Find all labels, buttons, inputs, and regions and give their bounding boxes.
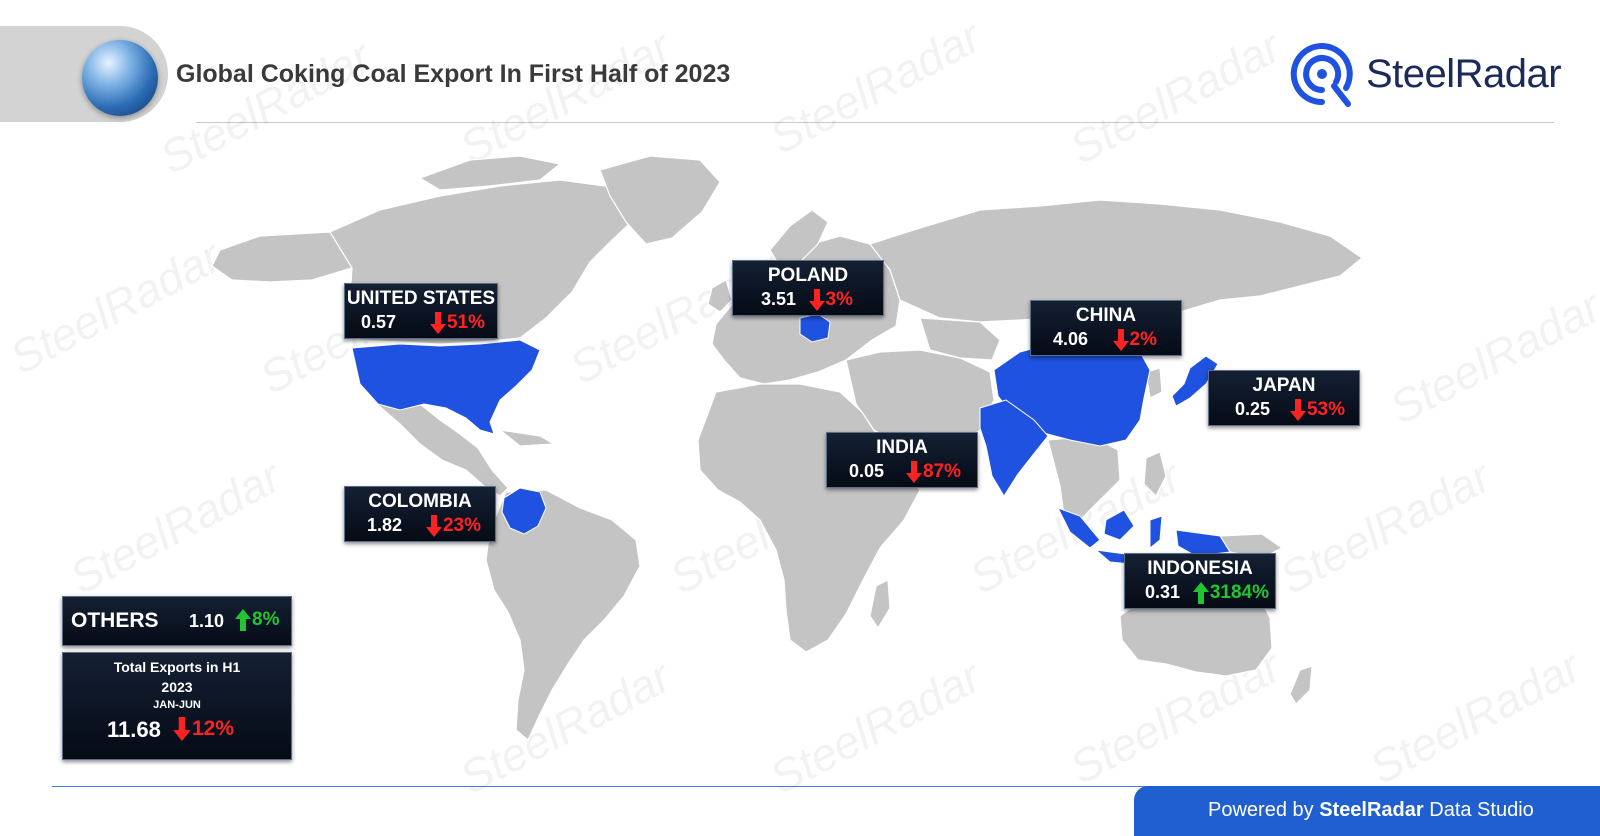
land-madagascar — [869, 579, 891, 630]
land-arctic-islands — [418, 155, 562, 191]
arrow-down-icon — [173, 717, 191, 742]
brand-name: SteelRadar — [1366, 52, 1562, 96]
total-label: Total Exports in H1 — [113, 659, 241, 675]
footer-suffix: Data Studio — [1429, 799, 1534, 821]
total-exports-card: Total Exports in H1 2023 JAN-JUN 11.68 1… — [62, 652, 292, 760]
country-name: CHINA — [1075, 305, 1137, 326]
globe-icon — [82, 40, 158, 116]
total-year: 2023 — [161, 679, 193, 695]
country-indonesia-sulawesi — [1149, 515, 1163, 550]
arrow-down-icon — [808, 288, 825, 311]
change-percent: 12% — [192, 717, 235, 740]
arrow-down-icon — [1289, 398, 1306, 421]
country-name: POLAND — [767, 265, 849, 286]
land-southeast-asia — [1047, 435, 1121, 521]
country-colombia — [501, 487, 547, 535]
country-value: 0.25 — [1235, 399, 1271, 419]
arrow-down-icon — [425, 514, 442, 537]
header-divider — [196, 122, 1554, 123]
footer-credit: Powered by SteelRadar Data Studio — [1208, 799, 1534, 822]
country-value: 0.31 — [1145, 582, 1181, 602]
land-new-zealand — [1289, 665, 1313, 705]
steelradar-logo-icon — [1290, 43, 1353, 107]
others-card: OTHERS 1.10 8% — [62, 596, 292, 646]
change-percent: 87% — [922, 461, 961, 482]
country-united-states — [351, 339, 541, 435]
country-value: 4.06 — [1053, 329, 1089, 349]
land-central-asia — [919, 317, 1001, 361]
country-india — [979, 399, 1049, 497]
land-mexico — [370, 399, 509, 497]
country-value: 1.82 — [367, 515, 403, 535]
country-card-japan: JAPAN 0.25 53% — [1208, 370, 1360, 426]
land-philippines — [1143, 451, 1167, 498]
page-title: Global Coking Coal Export In First Half … — [176, 60, 731, 88]
land-alaska — [211, 231, 361, 283]
others-value: 1.10 — [189, 611, 225, 631]
total-period: JAN-JUN — [153, 699, 201, 711]
change-percent: 3% — [825, 289, 853, 310]
footer-brand: SteelRadar — [1319, 799, 1424, 821]
land-uk — [707, 279, 733, 313]
country-card-indonesia: INDONESIA 0.31 3184% — [1124, 553, 1276, 609]
country-name: INDONESIA — [1147, 558, 1253, 579]
change-percent: 51% — [446, 312, 485, 333]
country-card-poland: POLAND 3.51 3% — [732, 260, 884, 316]
footer-band — [1134, 786, 1600, 836]
others-label: OTHERS — [71, 609, 159, 632]
change-percent: 23% — [442, 515, 481, 536]
country-name: UNITED STATES — [346, 288, 496, 309]
country-indonesia — [1056, 507, 1101, 549]
arrow-down-icon — [1112, 328, 1129, 351]
country-value: 3.51 — [761, 289, 797, 309]
arrow-down-icon — [905, 460, 922, 483]
change-percent: 3184% — [1209, 582, 1269, 603]
land-south-america — [485, 489, 641, 741]
country-card-china: CHINA 4.06 2% — [1030, 300, 1182, 356]
country-value: 0.57 — [361, 312, 397, 332]
total-value: 11.68 — [107, 717, 161, 742]
country-card-colombia: COLOMBIA 1.82 23% — [344, 486, 496, 542]
change-percent: 8% — [252, 609, 280, 631]
country-japan — [1171, 355, 1219, 407]
land-greenland — [599, 155, 721, 245]
arrow-up-icon — [235, 609, 251, 631]
land-korea — [1145, 367, 1163, 399]
footer-divider — [52, 786, 1192, 787]
country-card-united-states: UNITED STATES 0.57 51% — [344, 283, 498, 339]
arrow-down-icon — [429, 311, 446, 334]
footer-prefix: Powered by — [1208, 799, 1314, 821]
country-card-india: INDIA 0.05 87% — [826, 432, 978, 488]
country-name: JAPAN — [1252, 375, 1316, 396]
country-name: COLOMBIA — [368, 491, 472, 512]
change-percent: 53% — [1306, 399, 1345, 420]
country-name: INDIA — [876, 437, 928, 458]
change-percent: 2% — [1129, 329, 1157, 350]
country-value: 0.05 — [849, 461, 885, 481]
arrow-up-icon — [1192, 581, 1209, 604]
land-caribbean — [497, 429, 557, 447]
country-indonesia-borneo — [1103, 509, 1135, 541]
